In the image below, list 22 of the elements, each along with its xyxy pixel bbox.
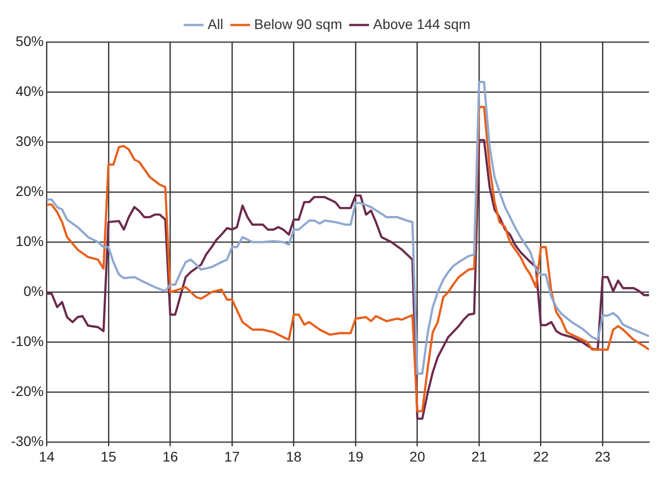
x-tick-label: 23: [594, 448, 611, 464]
y-tick-label: -30%: [10, 433, 44, 450]
y-tick-label: -10%: [10, 333, 44, 350]
x-tick-label: 19: [348, 448, 364, 464]
x-tick-label: 17: [224, 448, 240, 464]
legend-label: Below 90 sqm: [254, 16, 342, 32]
y-tick-label: 50%: [16, 32, 44, 49]
x-tick-label: 20: [410, 448, 426, 464]
y-tick-label: 20%: [16, 182, 44, 199]
y-tick-label: 30%: [16, 132, 44, 149]
x-tick-label: 15: [100, 448, 116, 464]
x-tick-label: 21: [471, 448, 488, 464]
legend-label: Above 144 sqm: [373, 16, 470, 32]
y-tick-label: -20%: [10, 383, 44, 400]
x-tick-label: 22: [533, 448, 549, 464]
y-tick-label: 0%: [23, 282, 44, 299]
y-tick-label: 40%: [16, 82, 44, 99]
x-tick-label: 18: [286, 448, 302, 464]
legend-label: All: [208, 16, 224, 32]
x-tick-label: 14: [38, 448, 55, 464]
y-tick-label: 10%: [16, 232, 44, 249]
x-tick-label: 16: [162, 448, 178, 464]
